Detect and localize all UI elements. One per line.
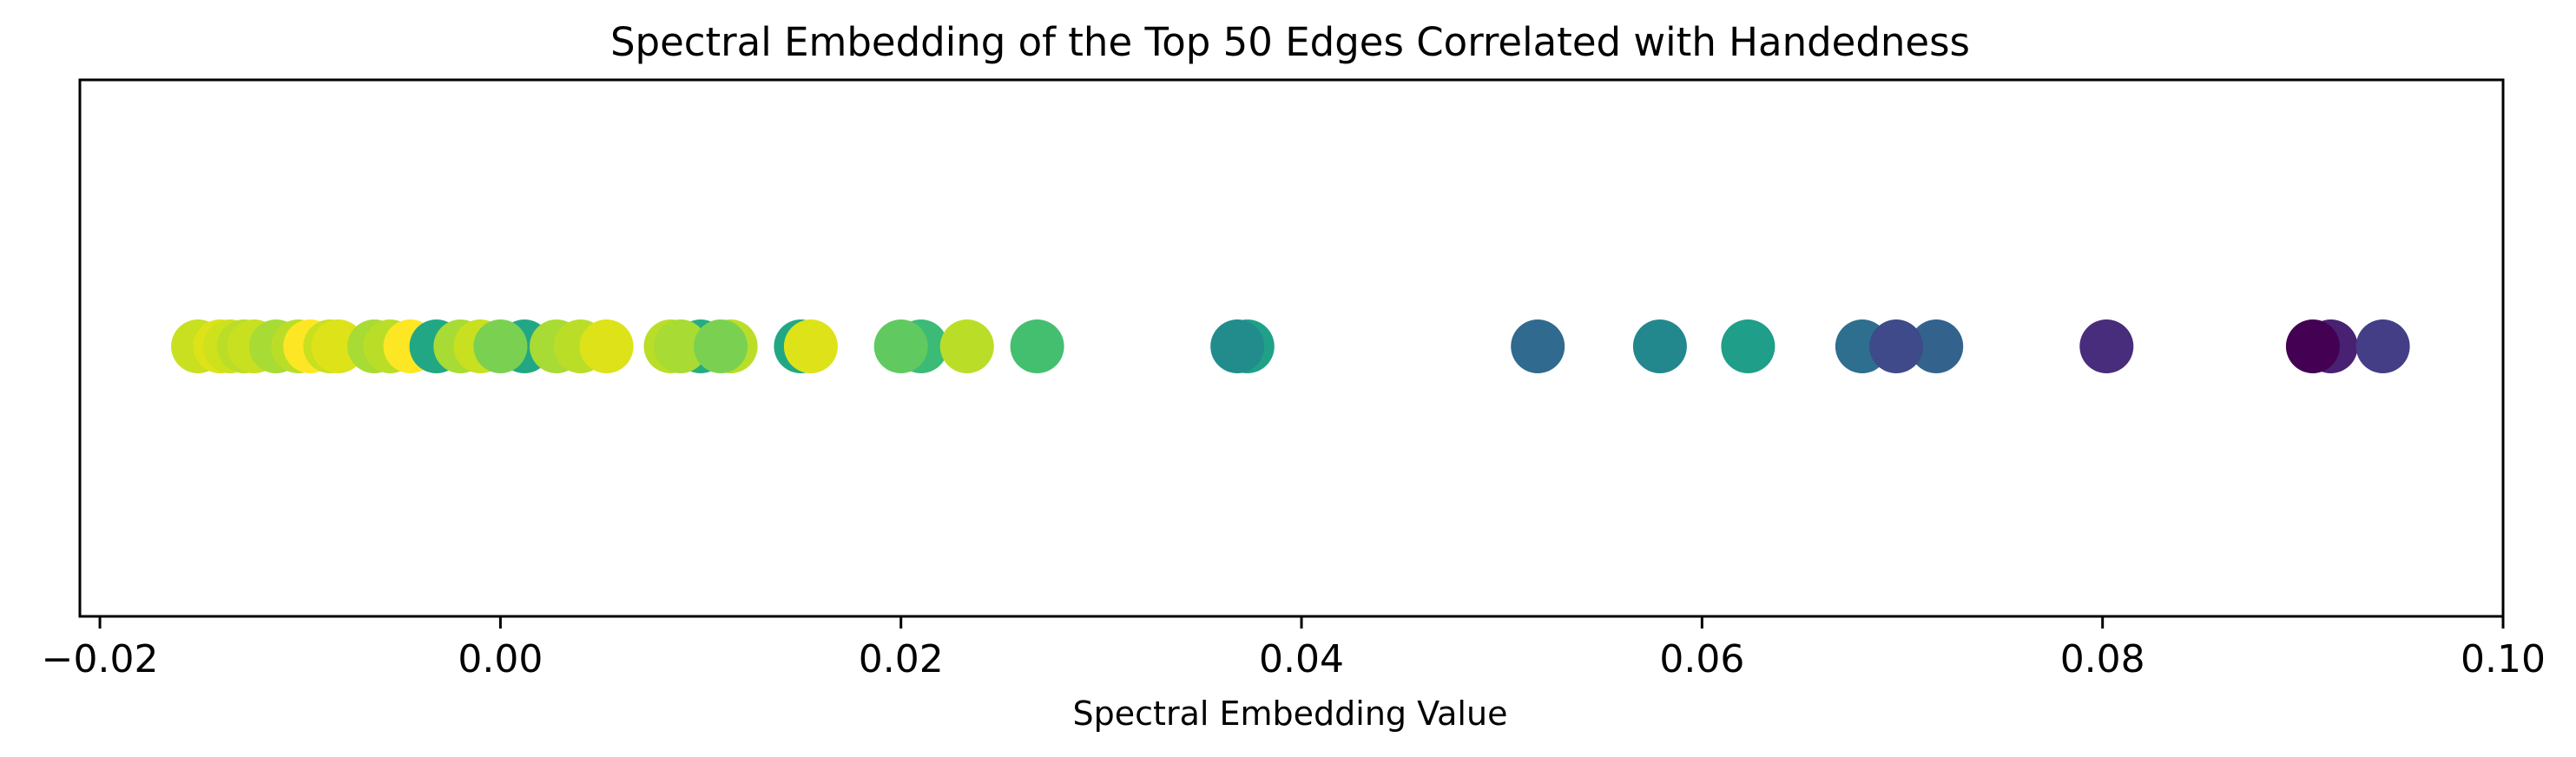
data-point [654,319,708,373]
x-tick-label: 0.04 [1259,637,1344,681]
data-point [2285,319,2340,373]
data-point [873,319,928,373]
data-point [579,319,634,373]
data-point [1869,319,1924,373]
data-point [783,319,838,373]
data-point [694,319,748,373]
data-point [1721,319,1776,373]
x-tick-label: 0.00 [458,637,543,681]
data-point [1909,319,1964,373]
data-point [473,319,528,373]
x-tick-label: 0.10 [2461,637,2546,681]
x-tick-label: −0.02 [42,637,159,681]
plot-area-frame [78,78,2505,618]
data-point [939,319,994,373]
chart-title: Spectral Embedding of the Top 50 Edges C… [610,19,1970,65]
x-tick-label: 0.02 [859,637,944,681]
x-tick-label: 0.06 [1659,637,1744,681]
data-point [1632,319,1687,373]
x-axis-label: Spectral Embedding Value [1073,694,1508,733]
data-point [1210,319,1265,373]
data-point [1010,319,1064,373]
data-point [2355,319,2410,373]
x-tick-label: 0.08 [2060,637,2145,681]
data-points [171,319,2410,373]
data-point [2079,319,2134,373]
data-point [1511,319,1565,373]
x-axis-ticks: −0.02 0.00 0.02 0.04 0.06 0.08 0.10 [42,616,2546,681]
